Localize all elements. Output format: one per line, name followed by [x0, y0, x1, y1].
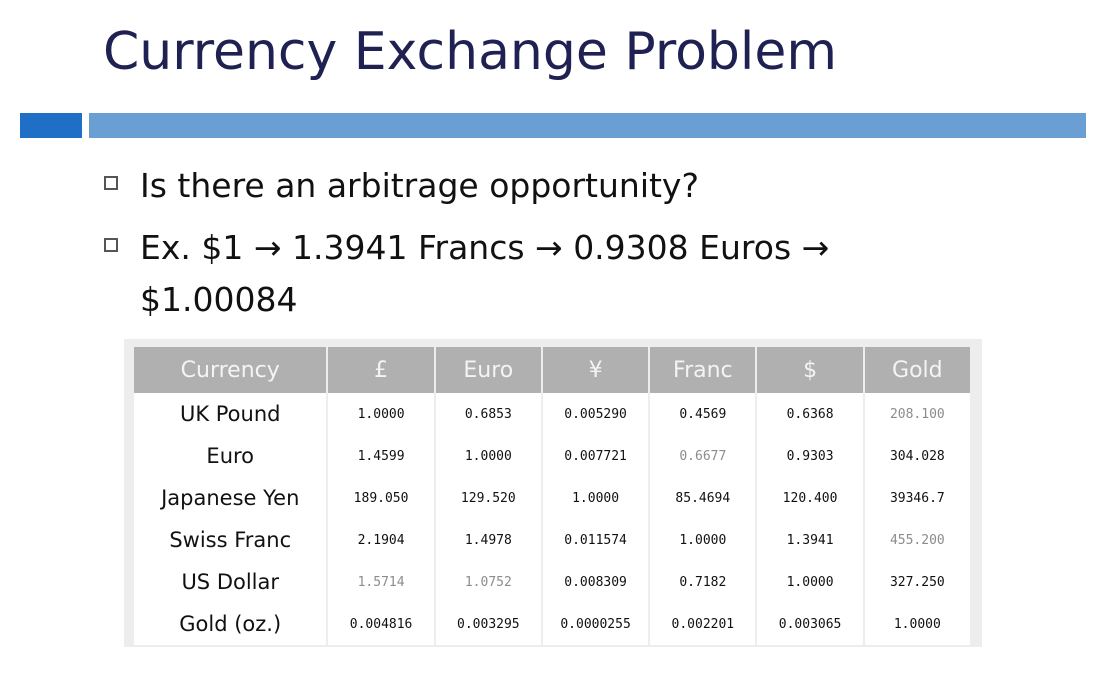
- row-label: Japanese Yen: [134, 477, 327, 519]
- table-cell: 0.9303: [757, 435, 863, 477]
- bullet-item: Is there an arbitrage opportunity?: [104, 160, 1084, 212]
- table-cell: 2.1904: [328, 519, 434, 561]
- table-cell: 1.3941: [757, 519, 863, 561]
- table-cell: 304.028: [864, 435, 970, 477]
- header-euro: Euro: [435, 347, 541, 393]
- table-header-row: Currency £ Euro ¥ Franc $ Gold: [134, 347, 970, 393]
- header-dollar: $: [757, 347, 863, 393]
- table-row: UK Pound 1.0000 0.6853 0.005290 0.4569 0…: [134, 393, 970, 435]
- table-cell: 0.6368: [757, 393, 863, 435]
- table-cell: 1.0000: [435, 435, 541, 477]
- header-franc: Franc: [650, 347, 756, 393]
- bullet-square-icon: [104, 176, 118, 190]
- table-cell: 1.0000: [328, 393, 434, 435]
- table-cell: 1.4978: [435, 519, 541, 561]
- table-cell: 39346.7: [864, 477, 970, 519]
- table-row: Japanese Yen 189.050 129.520 1.0000 85.4…: [134, 477, 970, 519]
- table-cell: 0.003065: [757, 603, 863, 645]
- table-cell: 1.0752: [435, 561, 541, 603]
- bullet-square-icon: [104, 238, 118, 252]
- row-label: UK Pound: [134, 393, 327, 435]
- header-currency: Currency: [134, 347, 327, 393]
- table-cell: 1.5714: [328, 561, 434, 603]
- row-label: Swiss Franc: [134, 519, 327, 561]
- table-cell: 0.0000255: [542, 603, 649, 645]
- bullet-item: Ex. $1 → 1.3941 Francs → 0.9308 Euros → …: [104, 222, 1084, 326]
- exchange-rate-table: Currency £ Euro ¥ Franc $ Gold UK Pound …: [132, 347, 972, 645]
- accent-bar-right: [89, 113, 1086, 138]
- table-cell: 1.0000: [650, 519, 756, 561]
- row-label: Gold (oz.): [134, 603, 327, 645]
- table-row: Euro 1.4599 1.0000 0.007721 0.6677 0.930…: [134, 435, 970, 477]
- header-gold: Gold: [864, 347, 970, 393]
- table-cell: 0.6677: [650, 435, 756, 477]
- table-cell: 120.400: [757, 477, 863, 519]
- table-cell: 129.520: [435, 477, 541, 519]
- row-label: US Dollar: [134, 561, 327, 603]
- table-cell: 1.0000: [864, 603, 970, 645]
- table-cell: 0.003295: [435, 603, 541, 645]
- bullet-text: Ex. $1 → 1.3941 Francs → 0.9308 Euros → …: [140, 228, 830, 319]
- table-cell: 1.0000: [542, 477, 649, 519]
- table-cell: 0.011574: [542, 519, 649, 561]
- table-cell: 0.6853: [435, 393, 541, 435]
- table-cell: 455.200: [864, 519, 970, 561]
- table-cell: 189.050: [328, 477, 434, 519]
- bullet-list: Is there an arbitrage opportunity? Ex. $…: [104, 160, 1084, 336]
- table-cell: 0.4569: [650, 393, 756, 435]
- table-row: Gold (oz.) 0.004816 0.003295 0.0000255 0…: [134, 603, 970, 645]
- row-label: Euro: [134, 435, 327, 477]
- table-row: US Dollar 1.5714 1.0752 0.008309 0.7182 …: [134, 561, 970, 603]
- bullet-text: Is there an arbitrage opportunity?: [140, 166, 699, 205]
- table-cell: 85.4694: [650, 477, 756, 519]
- table-cell: 0.7182: [650, 561, 756, 603]
- table-cell: 208.100: [864, 393, 970, 435]
- table-cell: 0.004816: [328, 603, 434, 645]
- slide-title: Currency Exchange Problem: [103, 22, 838, 82]
- table-cell: 327.250: [864, 561, 970, 603]
- table-cell: 0.005290: [542, 393, 649, 435]
- table-cell: 0.007721: [542, 435, 649, 477]
- header-pound: £: [328, 347, 434, 393]
- table-row: Swiss Franc 2.1904 1.4978 0.011574 1.000…: [134, 519, 970, 561]
- header-yen: ¥: [542, 347, 649, 393]
- table-cell: 1.0000: [757, 561, 863, 603]
- table-cell: 0.008309: [542, 561, 649, 603]
- table-cell: 0.002201: [650, 603, 756, 645]
- exchange-rate-table-container: Currency £ Euro ¥ Franc $ Gold UK Pound …: [124, 339, 982, 647]
- table-cell: 1.4599: [328, 435, 434, 477]
- accent-bar-left: [20, 113, 82, 138]
